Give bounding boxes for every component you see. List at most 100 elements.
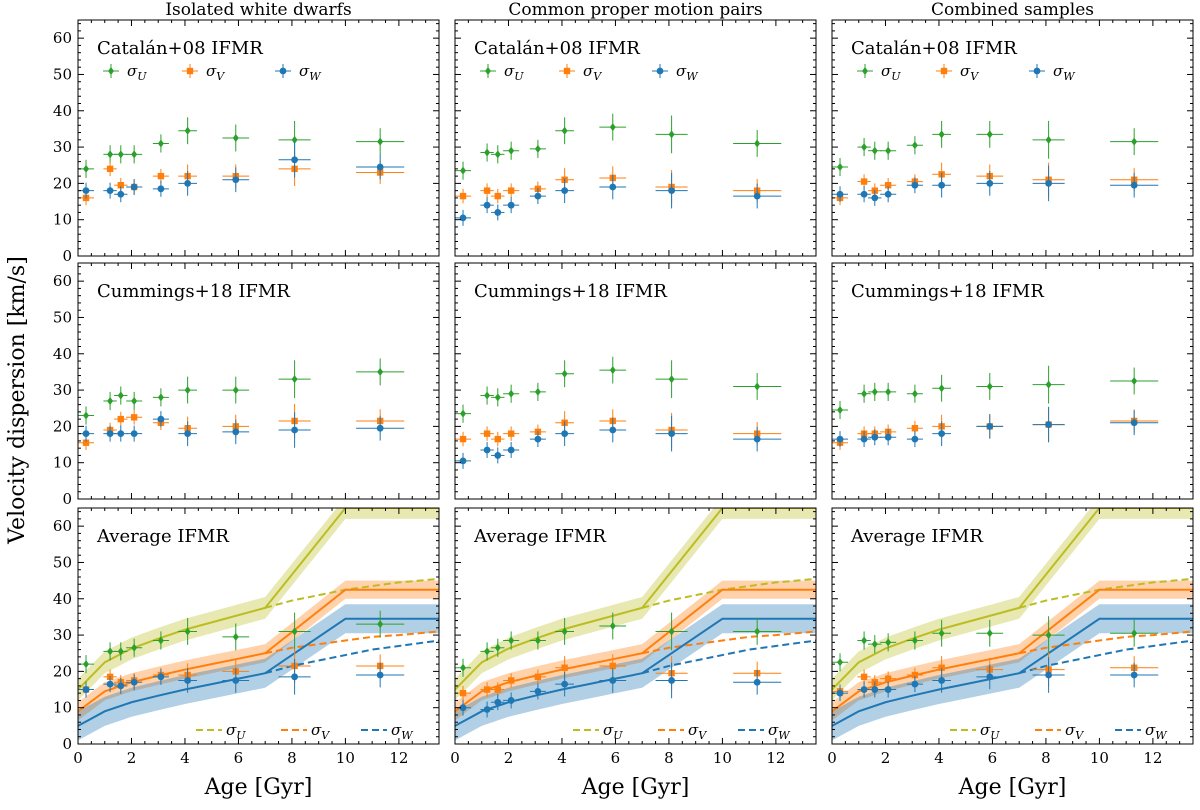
point-sigma-w bbox=[911, 181, 919, 189]
point-sigma-w bbox=[483, 706, 491, 713]
point-sigma-u bbox=[885, 638, 892, 647]
point-sigma-u bbox=[911, 389, 918, 398]
point-sigma-u bbox=[837, 658, 844, 667]
point-sigma-u bbox=[871, 387, 878, 396]
point-sigma-u bbox=[561, 126, 568, 135]
x-tick-label: 4 bbox=[934, 749, 944, 767]
point-sigma-w bbox=[534, 192, 542, 200]
panel-title: Catalán+08 IFMR bbox=[474, 38, 640, 59]
panel-title: Average IFMR bbox=[473, 526, 606, 547]
point-sigma-u bbox=[460, 663, 467, 672]
y-tick-label: 20 bbox=[53, 174, 72, 192]
x-tick-label: 0 bbox=[73, 749, 83, 767]
y-tick-label: 10 bbox=[53, 454, 72, 472]
point-sigma-u bbox=[911, 141, 918, 150]
model-band-W bbox=[78, 604, 439, 741]
point-sigma-u bbox=[871, 146, 878, 155]
point-sigma-w bbox=[376, 671, 384, 679]
point-sigma-w bbox=[130, 678, 138, 686]
point-sigma-u bbox=[232, 134, 239, 142]
point-sigma-u bbox=[232, 386, 239, 395]
point-sigma-v bbox=[884, 675, 892, 682]
model-line-U bbox=[455, 508, 816, 691]
x-tick-label: 8 bbox=[1041, 749, 1051, 767]
point-sigma-w bbox=[1045, 179, 1052, 187]
point-sigma-u bbox=[837, 406, 844, 415]
point-sigma-u bbox=[861, 143, 868, 152]
point-sigma-v bbox=[483, 686, 491, 693]
legend-label-v: σV bbox=[583, 62, 602, 83]
point-sigma-w bbox=[860, 435, 868, 443]
point-sigma-u bbox=[377, 367, 384, 376]
x-tick-label: 0 bbox=[827, 749, 837, 767]
point-sigma-u bbox=[494, 643, 501, 652]
point-sigma-w bbox=[1045, 671, 1052, 679]
legend-line-label-w: σW bbox=[768, 721, 791, 742]
point-sigma-u bbox=[184, 386, 191, 395]
point-sigma-v bbox=[483, 187, 491, 194]
x-tick-label: 2 bbox=[127, 749, 137, 767]
model-line-W bbox=[455, 617, 816, 727]
point-sigma-w bbox=[184, 179, 192, 187]
y-tick-label: 40 bbox=[53, 590, 72, 608]
y-tick-label: 40 bbox=[53, 102, 72, 120]
model-band-U bbox=[78, 508, 439, 701]
panel-frame bbox=[454, 507, 817, 745]
point-sigma-v bbox=[609, 662, 616, 670]
point-sigma-w bbox=[184, 677, 192, 684]
point-sigma-u bbox=[911, 636, 918, 645]
point-sigma-u bbox=[1045, 135, 1052, 144]
y-axis-label: Velocity dispersion [km/s] bbox=[5, 256, 30, 545]
point-sigma-w bbox=[232, 176, 240, 184]
point-sigma-w bbox=[494, 452, 502, 459]
point-sigma-w bbox=[507, 697, 515, 704]
point-sigma-w bbox=[753, 435, 761, 443]
model-line-U bbox=[832, 508, 1193, 691]
x-axis-label: Age [Gyr] bbox=[204, 775, 313, 800]
legend-label-u: σU bbox=[881, 62, 901, 83]
y-tick-label: 30 bbox=[53, 138, 72, 156]
panel-title: Cummings+18 IFMR bbox=[97, 281, 290, 302]
legend-label-v: σV bbox=[206, 62, 225, 83]
plot-area bbox=[78, 508, 439, 741]
point-sigma-w bbox=[938, 430, 946, 438]
point-sigma-w bbox=[668, 430, 675, 438]
point-sigma-u bbox=[668, 130, 675, 139]
panel-title: Cummings+18 IFMR bbox=[851, 281, 1044, 302]
y-tick-label: 10 bbox=[53, 211, 72, 229]
point-sigma-w bbox=[753, 678, 761, 686]
legend-label-w: σW bbox=[676, 62, 699, 83]
point-sigma-w bbox=[1130, 419, 1138, 427]
point-sigma-w bbox=[938, 677, 946, 684]
point-sigma-w bbox=[82, 430, 90, 438]
plot-area bbox=[78, 117, 405, 206]
point-sigma-u bbox=[157, 393, 164, 402]
point-sigma-u bbox=[1045, 380, 1052, 389]
point-sigma-v bbox=[117, 415, 124, 423]
panel-r0-c2: Combined samples Catalán+08 IFMR σU σV σW bbox=[831, 0, 1194, 257]
point-sigma-u bbox=[754, 139, 761, 148]
legend-label-w: σW bbox=[1053, 62, 1076, 83]
point-sigma-v bbox=[860, 673, 868, 681]
plot-area bbox=[832, 365, 1159, 450]
point-sigma-u bbox=[668, 627, 675, 636]
panel-title: Catalán+08 IFMR bbox=[97, 38, 263, 59]
point-sigma-u bbox=[184, 627, 191, 636]
point-sigma-w bbox=[836, 190, 844, 198]
point-sigma-u bbox=[986, 629, 993, 638]
x-axis-label: Age [Gyr] bbox=[581, 775, 690, 800]
x-tick-label: 10 bbox=[713, 749, 732, 767]
point-sigma-w bbox=[82, 187, 90, 195]
legend-marker-v bbox=[940, 67, 948, 75]
model-line-W bbox=[78, 617, 439, 727]
point-sigma-w bbox=[459, 457, 467, 465]
point-sigma-w bbox=[106, 680, 114, 688]
point-sigma-u bbox=[494, 150, 501, 159]
point-sigma-w bbox=[860, 686, 868, 693]
model-line-W bbox=[832, 617, 1193, 727]
point-sigma-v bbox=[483, 430, 491, 437]
panel-title: Average IFMR bbox=[850, 526, 983, 547]
point-sigma-w bbox=[938, 181, 946, 189]
point-sigma-v bbox=[494, 435, 501, 443]
